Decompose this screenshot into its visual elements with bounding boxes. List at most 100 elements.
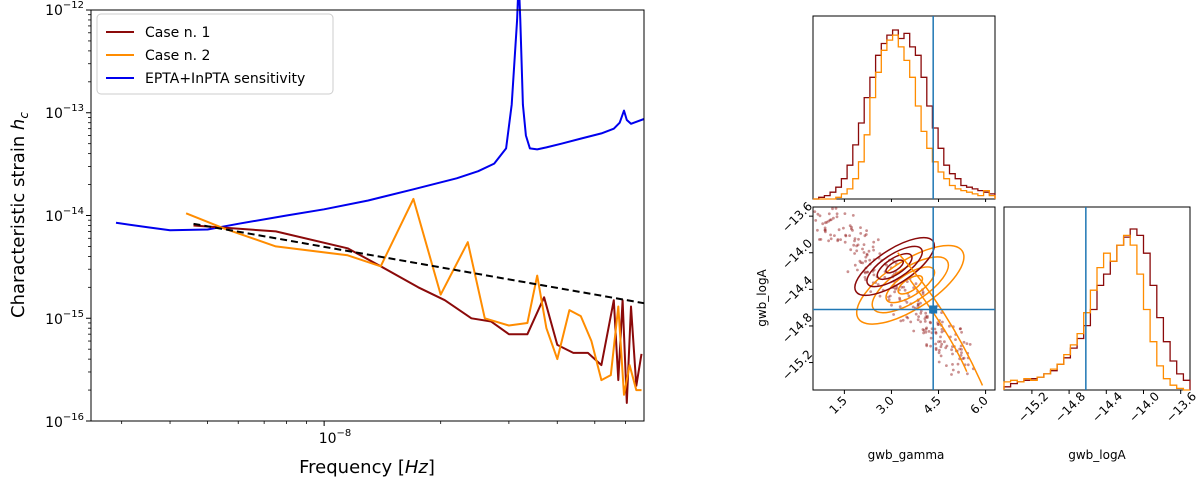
posterior-sample-point xyxy=(921,328,925,331)
posterior-sample-point xyxy=(863,271,867,275)
posterior-sample-point xyxy=(856,243,860,247)
posterior-sample-point xyxy=(821,222,825,226)
legend-label-sensitivity: EPTA+InPTA sensitivity xyxy=(145,71,305,87)
posterior-sample-point xyxy=(950,373,953,376)
case2-gamma-histogram xyxy=(813,34,996,200)
posterior-sample-point xyxy=(905,301,909,304)
posterior-sample-point xyxy=(916,302,920,306)
posterior-sample-point xyxy=(853,252,856,255)
posterior-sample-point xyxy=(848,234,851,238)
posterior-sample-point xyxy=(940,327,944,331)
posterior-sample-point xyxy=(898,298,902,302)
posterior-sample-point xyxy=(911,305,915,309)
posterior-sample-point xyxy=(816,212,820,216)
posterior-sample-point xyxy=(940,342,944,346)
posterior-sample-point xyxy=(883,276,887,279)
logA-xtick-label: −14.4 xyxy=(1089,389,1125,425)
posterior-sample-point xyxy=(888,294,892,298)
posterior-sample-point xyxy=(934,342,937,346)
posterior-sample-point xyxy=(962,356,966,360)
posterior-sample-point xyxy=(819,238,823,241)
posterior-sample-point xyxy=(853,239,856,243)
posterior-sample-point xyxy=(959,327,962,330)
posterior-sample-point xyxy=(891,258,895,262)
ytick-label: 10−15 xyxy=(45,309,84,328)
posterior-sample-point xyxy=(923,320,927,323)
joint-posterior-frame xyxy=(812,206,996,391)
strain-spectrum-panel: 10−12 10−13 10−14 10−15 10−16 10−8 Frequ… xyxy=(8,0,645,478)
case1-contour xyxy=(866,245,923,288)
posterior-sample-point xyxy=(864,255,868,259)
posterior-sample-point xyxy=(929,336,933,340)
posterior-sample-point xyxy=(850,225,853,229)
posterior-sample-point xyxy=(924,315,928,319)
legend: Case n. 1 Case n. 2 EPTA+InPTA sensitivi… xyxy=(96,13,334,95)
posterior-sample-point xyxy=(835,212,839,216)
corner-ticks xyxy=(809,199,1182,394)
posterior-sample-point xyxy=(937,360,941,364)
posterior-sample-point xyxy=(922,331,925,335)
posterior-sample-point xyxy=(853,237,857,241)
posterior-sample-point xyxy=(919,311,923,315)
posterior-sample-point xyxy=(901,318,905,322)
posterior-sample-point xyxy=(966,372,969,376)
case2-contour xyxy=(855,244,965,325)
posterior-sample-point xyxy=(923,317,927,321)
posterior-sample-point xyxy=(852,243,856,247)
posterior-sample-point xyxy=(848,224,852,228)
posterior-sample-point xyxy=(938,348,941,352)
case2-contour-tail xyxy=(897,252,984,386)
posterior-sample-point xyxy=(966,363,970,367)
posterior-sample-point xyxy=(865,253,869,257)
posterior-sample-point xyxy=(939,354,943,358)
posterior-sample-point xyxy=(903,288,907,292)
posterior-sample-point xyxy=(849,248,853,252)
posterior-sample-point xyxy=(895,286,899,290)
posterior-sample-point xyxy=(929,321,932,325)
posterior-sample-point xyxy=(855,249,859,253)
posterior-sample-point xyxy=(927,330,931,333)
posterior-sample-point xyxy=(818,238,821,241)
posterior-sample-point xyxy=(934,348,938,351)
posterior-sample-point xyxy=(871,245,875,249)
posterior-sample-point xyxy=(900,285,904,289)
posterior-sample-point xyxy=(914,312,918,316)
posterior-sample-point xyxy=(906,316,910,320)
posterior-sample-point xyxy=(837,228,841,232)
posterior-sample-point xyxy=(824,228,827,232)
posterior-sample-point xyxy=(836,239,840,243)
ytick-label: 10−13 xyxy=(45,103,84,122)
posterior-sample-point xyxy=(898,305,902,309)
posterior-sample-point xyxy=(857,237,860,241)
posterior-sample-point xyxy=(968,343,972,346)
posterior-sample-point xyxy=(921,290,925,294)
joint-posterior-panel xyxy=(812,206,996,391)
posterior-sample-point xyxy=(851,214,855,217)
posterior-sample-point xyxy=(863,234,867,238)
posterior-sample-point xyxy=(863,276,867,279)
posterior-sample-point xyxy=(916,318,920,322)
posterior-sample-point xyxy=(919,309,923,313)
posterior-sample-point xyxy=(925,344,929,348)
logA-ytick-label: −13.6 xyxy=(779,199,815,235)
posterior-sample-point xyxy=(824,230,827,234)
posterior-sample-point xyxy=(960,330,963,334)
posterior-sample-point xyxy=(862,243,866,247)
posterior-sample-point xyxy=(893,290,896,294)
gamma-histogram-frame xyxy=(812,15,996,200)
posterior-sample-point xyxy=(872,240,876,244)
posterior-sample-point xyxy=(912,329,916,333)
posterior-sample-point xyxy=(844,233,847,237)
posterior-sample-point xyxy=(867,249,871,253)
posterior-sample-point xyxy=(823,226,827,230)
posterior-sample-point xyxy=(829,218,833,222)
posterior-sample-point xyxy=(858,259,862,263)
posterior-sample-point xyxy=(937,351,941,355)
posterior-sample-point xyxy=(878,294,882,298)
posterior-sample-point xyxy=(823,228,827,232)
posterior-sample-point xyxy=(940,330,944,334)
posterior-sample-point xyxy=(898,296,901,300)
logA-ytick-label: −14.4 xyxy=(779,273,815,309)
posterior-sample-point xyxy=(922,329,926,332)
